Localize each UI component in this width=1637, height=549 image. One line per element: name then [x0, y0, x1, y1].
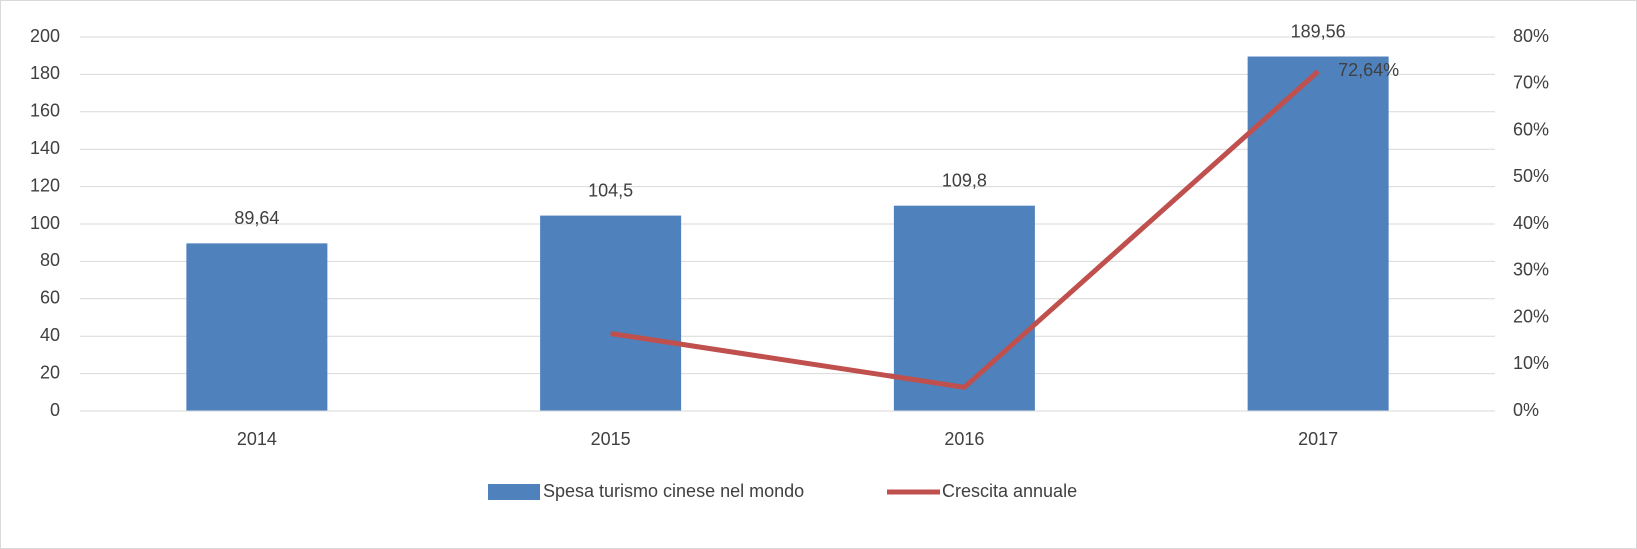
bar — [1247, 56, 1389, 412]
y-tick-label: 20 — [40, 362, 60, 382]
legend-swatch — [488, 484, 540, 500]
x-tick-label: 2015 — [591, 429, 631, 449]
legend-label: Spesa turismo cinese nel mondo — [543, 481, 804, 501]
y-tick-label: 40 — [40, 325, 60, 345]
data-label: 189,56 — [1291, 21, 1346, 41]
data-label: 72,64% — [1338, 60, 1399, 80]
x-tick-label: 2017 — [1298, 429, 1338, 449]
y2-tick-label: 30% — [1513, 260, 1549, 280]
data-label: 104,5 — [588, 180, 633, 200]
y2-tick-label: 60% — [1513, 119, 1549, 139]
y-tick-label: 100 — [30, 213, 60, 233]
line — [610, 69, 1320, 390]
data-label: 109,8 — [942, 170, 987, 190]
legend-label: Crescita annuale — [942, 481, 1077, 501]
y2-tick-label: 0% — [1513, 400, 1539, 420]
y-tick-label: 120 — [30, 175, 60, 195]
bar — [893, 205, 1035, 411]
y-tick-label: 60 — [40, 288, 60, 308]
y2-tick-label: 40% — [1513, 213, 1549, 233]
y2-tick-label: 80% — [1513, 26, 1549, 46]
y-tick-label: 160 — [30, 101, 60, 121]
y-tick-label: 140 — [30, 138, 60, 158]
y-tick-label: 200 — [30, 26, 60, 46]
y-tick-label: 80 — [40, 250, 60, 270]
y2-tick-label: 70% — [1513, 73, 1549, 93]
y2-tick-label: 20% — [1513, 306, 1549, 326]
bar — [186, 243, 328, 411]
y-tick-label: 180 — [30, 63, 60, 83]
x-tick-label: 2014 — [237, 429, 277, 449]
y2-tick-label: 50% — [1513, 166, 1549, 186]
bar — [540, 215, 682, 411]
data-label: 89,64 — [234, 208, 279, 228]
y-tick-label: 0 — [50, 400, 60, 420]
x-tick-label: 2016 — [944, 429, 984, 449]
y2-tick-label: 10% — [1513, 353, 1549, 373]
